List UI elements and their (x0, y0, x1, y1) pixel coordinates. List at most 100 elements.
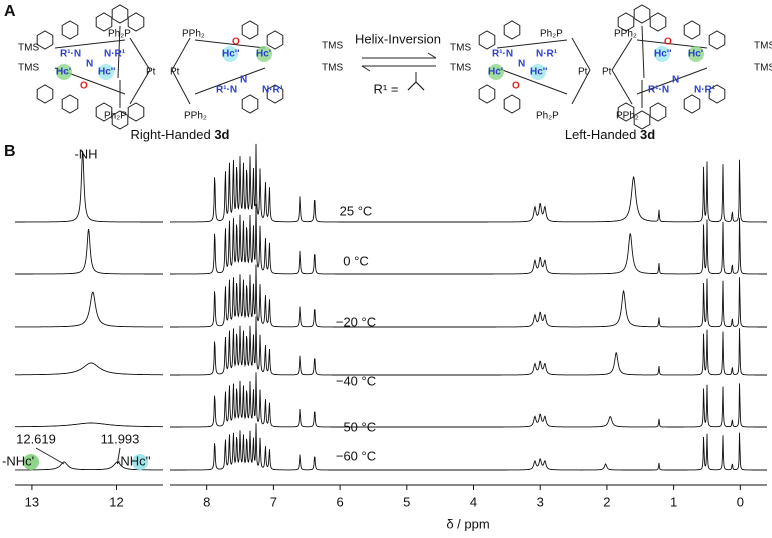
x-tick-label: 12 (109, 494, 123, 509)
ring (241, 94, 259, 114)
structure-label: O (664, 37, 672, 48)
structure-label: PPh₂ (182, 29, 205, 40)
ring (708, 30, 726, 50)
bond (117, 25, 121, 79)
proton-highlight (56, 64, 72, 80)
ring (478, 30, 496, 50)
bond (636, 67, 708, 95)
structure-label: Pt (170, 67, 180, 78)
spectrum (170, 316, 767, 376)
x-tick-label: 3 (537, 494, 544, 509)
bond (171, 69, 191, 105)
structure-label: N (672, 75, 679, 86)
x-tick-label: 0 (737, 494, 744, 509)
x-tick-label: 4 (470, 494, 477, 509)
structure-label: Ph₂P (536, 111, 559, 122)
structure-label: Ph₂P (108, 29, 131, 40)
temperature-label: −60 °C (336, 448, 376, 463)
ring (266, 84, 284, 104)
x-tick-label: 2 (603, 494, 610, 509)
bond (171, 37, 191, 71)
x-tick-label: 5 (403, 494, 410, 509)
proton-highlight (98, 64, 114, 80)
structure-label: N (86, 59, 93, 70)
proton-highlight (256, 46, 272, 62)
x-tick-label: 13 (25, 494, 39, 509)
proton-highlight (23, 454, 39, 470)
x-tick-label: 8 (203, 494, 210, 509)
ring (683, 94, 701, 114)
ring (61, 94, 79, 114)
structure-label: TMS (322, 63, 343, 74)
structure-label: TMS (450, 63, 471, 74)
ring (36, 30, 54, 50)
equilibrium-arrows (361, 52, 437, 91)
right-caption: Left-Handed 3d (565, 127, 655, 142)
ring (617, 12, 635, 32)
proton-highlight (222, 46, 238, 62)
bond (194, 39, 266, 49)
x-tick-label: 7 (270, 494, 277, 509)
structure-label: Hc'' (98, 67, 116, 78)
spectrum (170, 203, 767, 275)
nh-spectrum (15, 150, 163, 223)
leader (116, 447, 121, 465)
structure-label: N·R¹ (694, 85, 716, 96)
structure-label: Hc'' (222, 49, 240, 60)
spectrum (170, 372, 767, 428)
ring (617, 102, 635, 122)
structure-label: TMS (754, 63, 772, 74)
x-tick-label: 1 (670, 494, 677, 509)
bond (641, 25, 645, 79)
ring (95, 102, 113, 122)
structure-label: R¹·N (216, 85, 237, 96)
arrow-label: Helix-Inversion (355, 31, 441, 46)
structure-label: PPh₂ (614, 29, 637, 40)
shift-label: 11.993 (101, 431, 140, 446)
ring (95, 12, 113, 32)
temperature-label: −40 °C (336, 373, 376, 388)
structure-label: Hc'' (530, 67, 548, 78)
structure-label: Pt (578, 67, 588, 78)
spectrum (170, 143, 767, 223)
structure-label: Pt (602, 67, 612, 78)
structure-label: N·R¹ (536, 49, 558, 60)
bond (54, 39, 126, 49)
r1-label: R¹ = (374, 81, 399, 96)
bond (194, 67, 266, 95)
structure-label: Hc' (56, 67, 71, 78)
proton-highlight (654, 46, 670, 62)
bond (129, 37, 151, 71)
structure-label: N (518, 59, 525, 70)
spectrum (170, 423, 767, 471)
x-tick-label: 6 (336, 494, 343, 509)
proton-highlight (688, 46, 704, 62)
structure-label: Hc' (488, 67, 503, 78)
structure-label: PPh₂ (616, 111, 639, 122)
ring (111, 4, 129, 24)
proton-highlight (530, 64, 546, 80)
structure-label: R¹·N (60, 49, 81, 60)
structure-label: Hc' (688, 49, 703, 60)
bond (611, 69, 633, 105)
structure-label: Hc' (256, 49, 271, 60)
bond (611, 37, 633, 71)
panel-label: B (4, 143, 16, 160)
ring (503, 94, 521, 114)
left-caption: Right-Handed 3d (131, 127, 230, 142)
bond (129, 69, 151, 105)
ring (127, 102, 145, 122)
structure-label: Ph₂P (104, 111, 127, 122)
ring (503, 20, 521, 40)
nh-spectrum (15, 422, 163, 428)
ring (649, 102, 667, 122)
nh-spectrum (15, 228, 163, 275)
temperature-label: 0 °C (343, 253, 368, 268)
structure-label: O (232, 37, 240, 48)
peak-label: -NHc' (2, 453, 34, 468)
structure-label: TMS (18, 63, 39, 74)
ring (61, 20, 79, 40)
structure-label: TMS (18, 43, 39, 54)
structure-label: O (512, 81, 520, 92)
